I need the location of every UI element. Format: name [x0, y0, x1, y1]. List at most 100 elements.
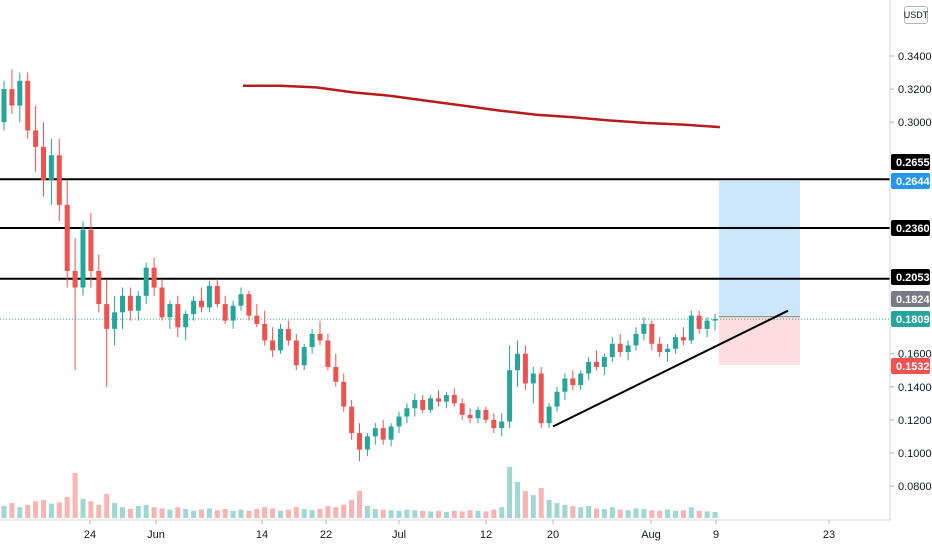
candle-body: [688, 315, 694, 341]
candle-body: [530, 373, 536, 384]
volume-bar: [507, 467, 513, 518]
volume-bar: [80, 498, 86, 518]
candle-body: [96, 271, 102, 305]
candle-body: [649, 323, 655, 344]
price-tag-label: 0.2655: [896, 157, 930, 169]
candle-body: [301, 347, 307, 366]
volume-bar: [530, 495, 536, 518]
candle-body: [451, 395, 457, 404]
volume-bar: [25, 504, 31, 518]
candle-body: [230, 305, 236, 321]
volume-bar: [135, 506, 141, 518]
volume-bar: [388, 510, 394, 518]
candle-body: [507, 370, 513, 422]
price-tag-box: [891, 269, 930, 285]
y-tick-label: 0.3200: [898, 84, 932, 96]
candle-body: [388, 426, 394, 440]
candle-body: [443, 395, 449, 402]
x-tick-label: Jun: [147, 529, 165, 541]
candle-body: [459, 403, 465, 415]
x-tick-label: Jul: [392, 529, 406, 541]
volume-bar: [601, 509, 607, 518]
price-tag-box: [891, 154, 930, 170]
volume-bar: [657, 510, 663, 518]
candle-body: [680, 337, 686, 341]
volume-bar: [112, 503, 118, 518]
currency-label[interactable]: USDT: [904, 6, 928, 24]
volume-bars: [1, 467, 718, 518]
candle-body: [364, 436, 370, 450]
volume-bar: [48, 503, 54, 518]
candle-body: [333, 366, 339, 382]
price-axis[interactable]: 0.3400 0.3200 0.3000 0.1600 0.1400 0.1200 0.10…: [890, 51, 932, 493]
candle-body: [412, 400, 418, 409]
y-tick-label: 0.1400: [898, 382, 932, 394]
candle-body: [396, 416, 402, 427]
candle-body: [25, 80, 31, 131]
volume-bar: [522, 491, 528, 518]
candle-body: [135, 295, 141, 311]
volume-bar: [562, 504, 568, 518]
candle-body: [562, 378, 568, 392]
volume-bar: [309, 510, 315, 518]
volume-bar: [712, 512, 718, 518]
volume-bar: [475, 510, 481, 518]
candle-body: [325, 340, 331, 367]
volume-bar: [594, 508, 599, 518]
y-tick-label: 0.1000: [898, 448, 932, 460]
volume-bar: [159, 508, 165, 518]
candle-body: [293, 340, 299, 366]
volume-bar: [420, 510, 426, 518]
volume-bar: [293, 507, 299, 518]
volume-bar: [412, 510, 418, 518]
candle-body: [522, 353, 528, 384]
trendline: [552, 309, 789, 428]
candle-body: [428, 398, 434, 410]
candle-body: [56, 155, 62, 205]
volume-bar: [120, 507, 125, 518]
volume-bar: [167, 509, 173, 518]
candle-body: [167, 304, 173, 318]
volume-bar: [246, 510, 252, 518]
volume-bar: [404, 509, 410, 518]
price-tag-label: 0.2360: [896, 223, 930, 235]
volume-bar: [56, 502, 62, 518]
candle-body: [17, 80, 23, 106]
volume-bar: [333, 507, 339, 518]
candle-body: [609, 343, 615, 357]
x-tick-label: 12: [480, 529, 492, 541]
volume-bar: [649, 510, 655, 518]
volume-bar: [609, 507, 615, 518]
candle-body: [578, 373, 584, 386]
volume-bar: [665, 509, 671, 518]
candle-body: [64, 204, 70, 271]
volume-bar: [380, 509, 386, 518]
volume-bar: [33, 501, 39, 518]
volume-bar: [183, 509, 189, 518]
candle-body: [183, 314, 189, 328]
volume-bar: [278, 510, 283, 518]
volume-bar: [617, 509, 623, 518]
candle-body: [309, 333, 315, 348]
price-tag-box: [891, 291, 930, 307]
price-tag-box: [891, 311, 930, 327]
price-tag-box: [891, 173, 930, 189]
volume-bar: [538, 488, 544, 518]
volume-bar: [9, 503, 15, 518]
candle-body: [380, 428, 386, 440]
candle-body: [696, 315, 702, 329]
volume-bar: [72, 473, 78, 518]
volume-bar: [491, 509, 497, 518]
volume-bar: [688, 507, 694, 518]
candle-body: [420, 400, 426, 410]
candle-body: [546, 406, 552, 424]
volume-bar: [301, 509, 307, 518]
volume-bar: [96, 504, 102, 518]
time-axis[interactable]: 24 Jun 14 22 Jul 12 20 Aug 9 23: [84, 520, 835, 541]
volume-bar: [285, 509, 291, 518]
x-tick-label: 22: [320, 529, 332, 541]
candle-body: [594, 361, 599, 367]
candle-body: [554, 391, 560, 407]
candle-body: [665, 348, 671, 353]
